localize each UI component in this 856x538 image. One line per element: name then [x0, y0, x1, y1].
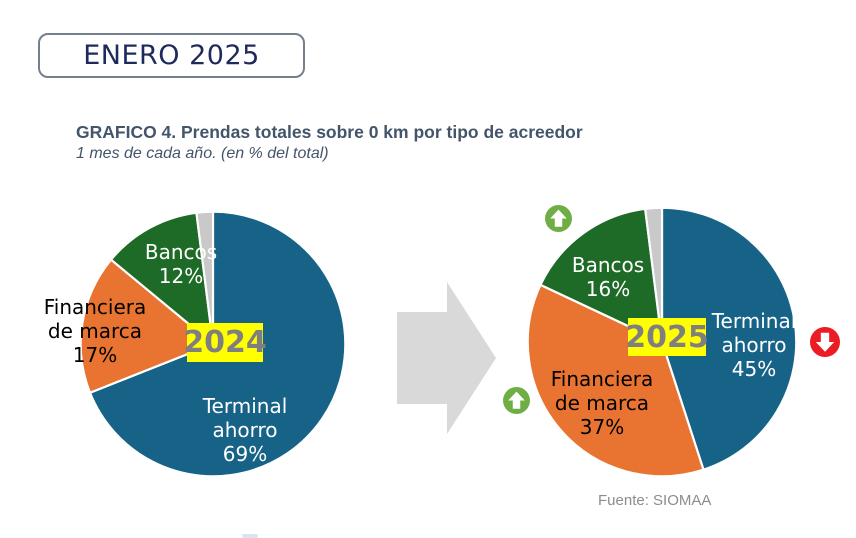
- slice-name: Bancos: [571, 253, 645, 277]
- slice-name: Financiera de marca: [550, 367, 654, 415]
- slice-pct: 12%: [158, 264, 204, 288]
- slice-label-bancos-2025: Bancos 16%: [548, 253, 668, 301]
- trend-up-icon-bancos: [545, 205, 572, 232]
- source-note: Fuente: SIOMAA: [598, 492, 712, 509]
- period-badge-label: ENERO 2025: [83, 40, 260, 71]
- pie-chart-2025: [526, 206, 798, 478]
- slice-label-financiera-2024: Financiera de marca 17%: [35, 295, 155, 367]
- chart-title: GRAFICO 4. Prendas totales sobre 0 km po…: [76, 122, 583, 142]
- slice-pct: 37%: [579, 415, 625, 439]
- year-label-2024: 2024: [183, 323, 267, 362]
- transition-arrow-icon: [397, 282, 496, 434]
- slice-name: Terminal ahorro: [202, 394, 288, 442]
- up-arrow-glyph: [550, 209, 567, 227]
- slice-name: Terminal ahorro: [711, 309, 797, 357]
- slice-name: Financiera de marca: [43, 295, 147, 343]
- pie-slice: [526, 283, 705, 478]
- trend-down-icon-terminal: [810, 327, 840, 357]
- year-label-2025: 2025: [625, 318, 709, 356]
- up-arrow-glyph: [508, 391, 525, 409]
- chart-subtitle: 1 mes de cada año. (en % del total): [76, 145, 329, 162]
- slice-label-bancos-2024: Bancos 12%: [121, 240, 241, 288]
- slice-label-terminal-2025: Terminal ahorro 45%: [698, 309, 810, 381]
- block-arrow-shape: [397, 282, 496, 434]
- slice-pct: 69%: [222, 442, 268, 466]
- pie-slice: [109, 211, 215, 346]
- down-arrow-glyph: [815, 332, 835, 352]
- slice-name: Bancos: [144, 240, 218, 264]
- slice-pct: 17%: [72, 343, 118, 367]
- slice-pct: 45%: [731, 357, 777, 381]
- slice-label-terminal-2024: Terminal ahorro 69%: [190, 394, 300, 466]
- pie-slice: [644, 206, 664, 344]
- trend-up-icon-financiera: [503, 387, 530, 414]
- pie-slice: [660, 206, 798, 471]
- period-badge: ENERO 2025: [38, 33, 305, 78]
- slice-pct: 16%: [585, 277, 631, 301]
- pie-slice: [195, 210, 215, 346]
- cropped-element: [242, 534, 258, 538]
- pie-slice: [79, 258, 215, 394]
- pie-slice: [539, 207, 664, 344]
- slice-label-financiera-2025: Financiera de marca 37%: [542, 367, 662, 439]
